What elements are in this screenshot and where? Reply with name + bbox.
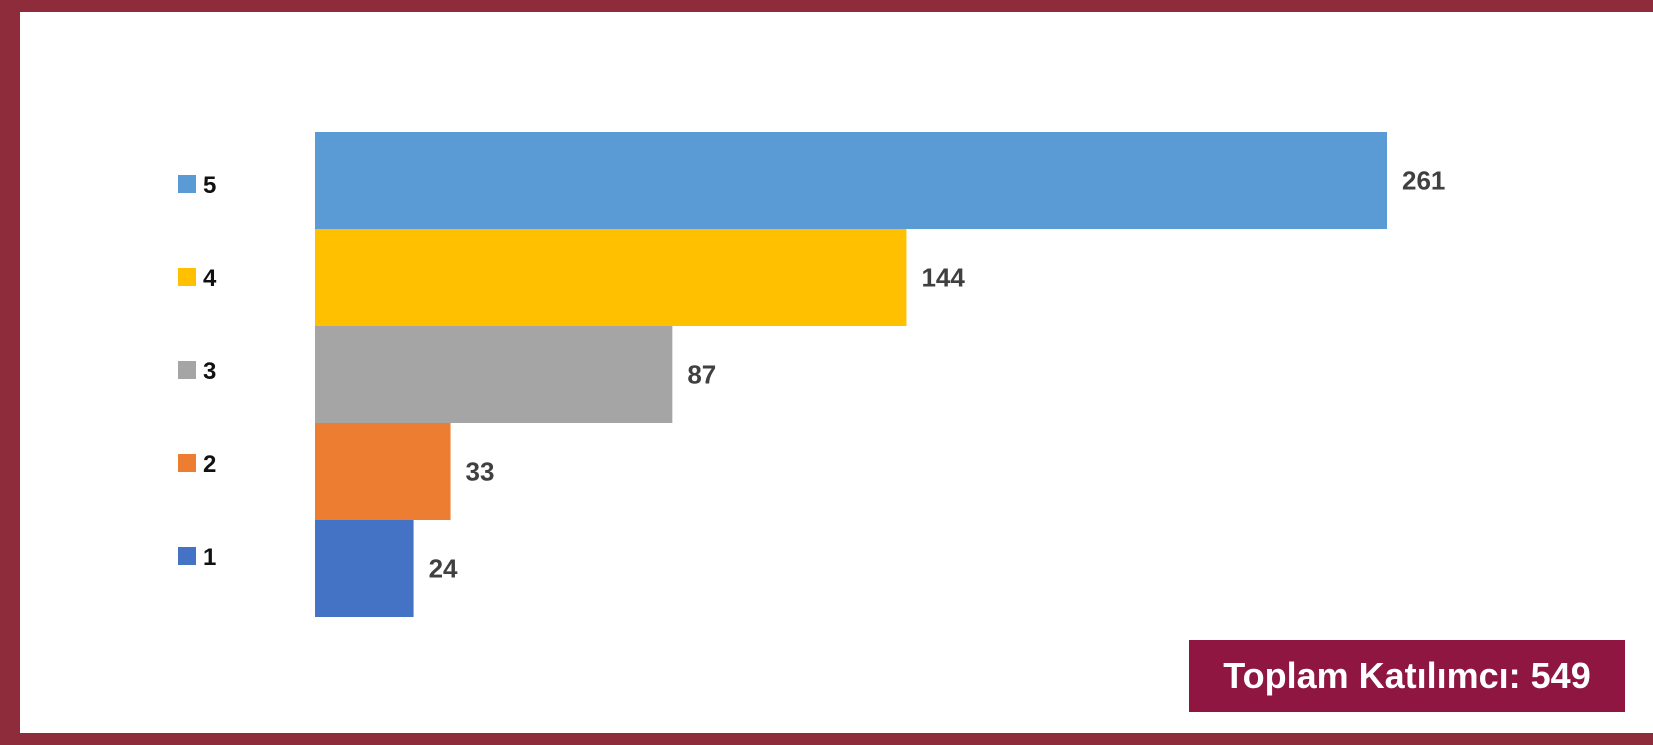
bar-2: [315, 423, 451, 520]
total-participants-text: Toplam Katılımcı: 549: [1223, 655, 1591, 696]
legend-swatch-1: [178, 547, 196, 565]
bars-group: [315, 132, 1387, 617]
data-labels-group: 261 144 87 33 24: [429, 166, 1446, 584]
total-participants-badge: Toplam Katılımcı: 549: [1189, 640, 1625, 712]
legend-label-4: 4: [203, 265, 217, 292]
legend-label-2: 2: [203, 451, 216, 478]
legend-swatch-5: [178, 175, 196, 193]
data-label-5: 261: [1402, 166, 1445, 196]
legend-swatch-2: [178, 454, 196, 472]
legend-swatch-3: [178, 361, 196, 379]
data-label-2: 33: [466, 457, 495, 487]
data-label-1: 24: [429, 554, 458, 584]
legend-label-3: 3: [203, 358, 216, 385]
legend-label-1: 1: [203, 544, 216, 571]
data-label-3: 87: [687, 360, 716, 390]
bar-1: [315, 520, 414, 617]
legend-swatch-4: [178, 268, 196, 286]
bar-4: [315, 229, 907, 326]
legend: 5 4 3 2 1: [178, 172, 217, 571]
bar-5: [315, 132, 1387, 229]
data-label-4: 144: [921, 263, 965, 293]
bar-3: [315, 326, 673, 423]
legend-label-5: 5: [203, 172, 216, 199]
